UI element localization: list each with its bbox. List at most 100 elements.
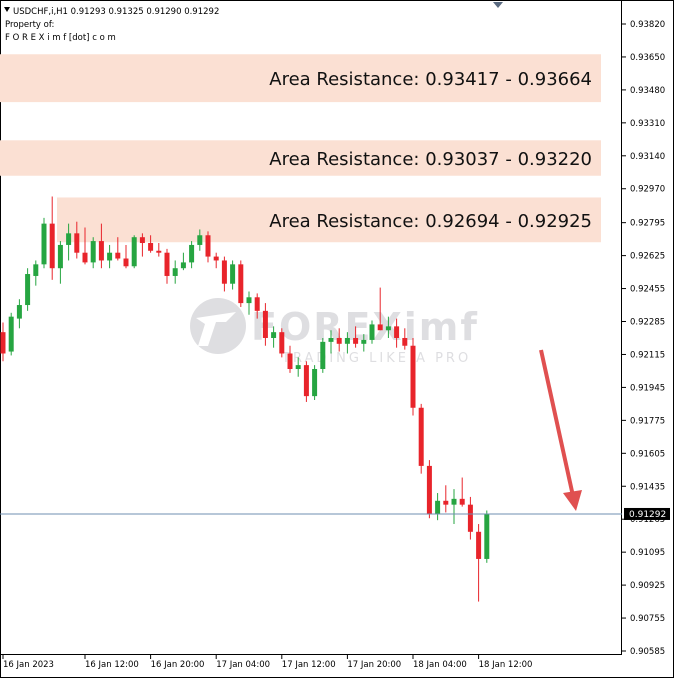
symbol-info: USDCHF,i,H1 0.91293 0.91325 0.91290 0.91… [13,7,219,17]
candle-body [107,252,113,261]
candle-body [410,345,416,408]
candle-body [394,326,400,338]
candle-body [262,310,268,338]
time-tick-label: 16 Jan 20:00 [151,660,205,670]
price-tick-label: 0.93650 [630,53,665,63]
price-tick-label: 0.92970 [630,185,665,195]
candle-body [164,252,170,276]
candle-body [443,500,449,505]
price-tick-label: 0.92625 [630,252,665,262]
price-tick-label: 0.93140 [630,152,665,162]
candle-body [115,252,121,259]
candle-body [320,341,326,369]
candle-body [353,337,359,344]
candle-body [295,365,301,369]
candle-body [148,243,154,251]
candle-body [90,241,96,263]
watermark: FOREXimf TRADING LIKE A PRO [190,298,477,366]
watermark-tagline: TRADING LIKE A PRO [281,351,471,366]
candle-body [426,465,432,515]
candle-body [467,504,473,532]
candle-body [369,324,375,340]
candle-body [435,500,441,515]
down-arrow-icon [539,349,582,511]
resistance-zones: Area Resistance: 0.93417 - 0.93664 Area R… [0,54,601,243]
candle-body [205,235,211,257]
resistance-zone-label: Area Resistance: 0.93417 - 0.93664 [269,69,592,90]
candle-body [361,339,367,344]
price-tick-label: 0.90585 [630,647,665,657]
candle-body [98,241,104,261]
candles-layer [0,196,490,602]
price-tick-label: 0.93480 [630,86,665,96]
dropdown-triangle-icon[interactable] [4,7,10,12]
candle-body [41,223,47,265]
time-tick-label: 18 Jan 12:00 [479,660,533,670]
candle-body [238,264,244,304]
candle-body [402,337,408,346]
owner-label: F O R E X i m f [dot] c o m [5,33,116,43]
chart-header: USDCHF,i,H1 0.91293 0.91325 0.91290 0.91… [4,7,219,43]
candle-body [287,353,293,369]
chart-shift-marker-icon[interactable] [493,2,503,8]
time-tick-label: 17 Jan 12:00 [282,660,336,670]
price-tick-label: 0.93310 [630,119,665,129]
candle-body [451,498,457,505]
price-tick-label: 0.91265 [630,515,665,525]
candle-body [139,237,145,244]
resistance-zone[interactable] [57,197,601,243]
candle-body [213,256,219,261]
candle-body [385,326,391,331]
time-tick-label: 17 Jan 20:00 [347,660,401,670]
candle-body [180,262,186,269]
time-tick-label: 17 Jan 04:00 [216,660,270,670]
candle-body [16,305,22,319]
price-tick-label: 0.92455 [630,285,665,295]
resistance-zone[interactable] [0,54,601,103]
price-axis: 0.93820 0.93650 0.93480 0.93310 0.93140 0.929… [622,20,665,657]
candle-body [131,237,137,267]
candle-body [312,368,318,397]
candle-body [303,365,309,397]
candle-body [230,264,236,284]
candle-body [57,244,63,269]
price-tick-label: 0.92285 [630,318,665,328]
price-tick-label: 0.90755 [630,614,665,624]
price-tick-label: 0.92115 [630,350,665,360]
candle-body [123,258,129,267]
price-tick-label: 0.91095 [630,548,665,558]
candle-body [25,274,31,306]
candle-body [279,332,285,354]
resistance-zone[interactable] [0,140,601,176]
candle-body [271,332,277,338]
time-axis: 16 Jan 2023 16 Jan 12:00 16 Jan 20:00 17 Ja… [2,655,533,670]
candle-body [66,233,72,245]
price-tick-label: 0.93820 [630,20,665,30]
property-label: Property of: [5,20,54,30]
candle-body [33,264,39,276]
candle-body [246,297,252,304]
time-tick-label: 16 Jan 12:00 [85,660,139,670]
candle-body [197,235,203,245]
candle-body [254,297,260,311]
price-tick-label: 0.91435 [630,482,665,492]
candle-body [418,407,424,466]
candle-body [8,316,14,352]
resistance-zone-label: Area Resistance: 0.92694 - 0.92925 [269,211,592,232]
candle-body [82,252,88,263]
price-tick-label: 0.90925 [630,581,665,591]
price-tag: 0.91292 [624,507,670,520]
candle-body [156,250,162,253]
candle-body [221,260,227,284]
price-tick-label: 0.91945 [630,383,665,393]
candle-body [189,244,195,263]
price-tick-label: 0.91775 [630,416,665,426]
candle-body [172,268,178,276]
price-tag-label: 0.91292 [629,510,666,520]
watermark-swoosh [196,312,236,346]
candle-body [476,531,482,559]
candle-body [49,223,55,269]
candle-body [344,337,350,344]
